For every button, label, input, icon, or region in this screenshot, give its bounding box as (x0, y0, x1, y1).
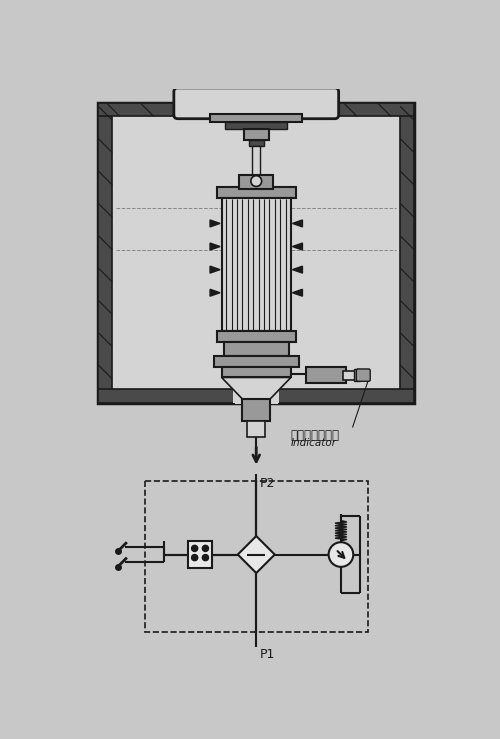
Circle shape (251, 176, 262, 186)
Bar (233, 389, 280, 403)
Circle shape (192, 545, 198, 551)
Bar (244, 129, 268, 140)
Text: P2: P2 (260, 477, 274, 490)
Text: 发讯器安装示意: 发讯器安装示意 (291, 429, 340, 442)
Bar (210, 114, 302, 122)
Polygon shape (210, 266, 220, 273)
Polygon shape (292, 266, 302, 273)
FancyBboxPatch shape (174, 88, 338, 119)
Bar (98, 389, 414, 403)
Bar (144, 481, 368, 632)
Bar (188, 541, 212, 568)
Polygon shape (292, 289, 302, 296)
Bar (98, 103, 414, 403)
Bar (217, 187, 296, 198)
Circle shape (192, 554, 198, 561)
Circle shape (202, 554, 208, 561)
Bar (248, 140, 264, 146)
Bar (214, 356, 298, 367)
Bar (252, 146, 260, 185)
Polygon shape (292, 243, 302, 250)
Bar (306, 367, 346, 383)
Bar (224, 342, 288, 356)
Bar (217, 331, 296, 342)
Bar (354, 369, 360, 381)
Bar (344, 370, 357, 380)
Bar (222, 367, 291, 378)
FancyBboxPatch shape (356, 369, 370, 381)
Bar (226, 122, 287, 129)
Bar (240, 175, 273, 188)
Bar (98, 103, 414, 117)
Polygon shape (222, 378, 291, 399)
Bar (98, 103, 112, 403)
Text: Indicator: Indicator (291, 438, 337, 449)
Text: P1: P1 (260, 647, 274, 661)
Bar (247, 420, 266, 437)
Circle shape (202, 545, 208, 551)
Bar (242, 399, 270, 420)
Bar (400, 103, 414, 403)
Polygon shape (210, 243, 220, 250)
Polygon shape (238, 536, 275, 573)
Bar (234, 389, 278, 404)
Polygon shape (210, 289, 220, 296)
Circle shape (328, 542, 353, 567)
Polygon shape (292, 220, 302, 227)
Bar (222, 198, 291, 331)
Polygon shape (210, 220, 220, 227)
